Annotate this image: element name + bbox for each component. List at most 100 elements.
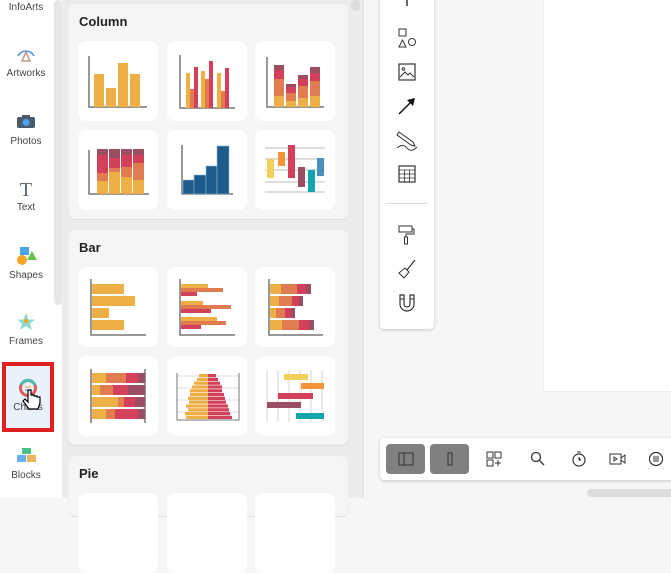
bar-gantt-template[interactable] bbox=[255, 356, 335, 436]
sidebar-item-label: Shapes bbox=[9, 270, 43, 281]
camera-icon bbox=[17, 115, 35, 128]
column-section: Column bbox=[69, 4, 348, 219]
bottom-toolbar bbox=[380, 438, 671, 480]
bar-population-pyramid-template[interactable] bbox=[167, 356, 247, 436]
pie-template[interactable] bbox=[78, 493, 158, 573]
search-button[interactable] bbox=[518, 444, 557, 474]
pyramid-bar bbox=[208, 400, 226, 404]
artworks-icon bbox=[17, 50, 35, 62]
section-title: Column bbox=[79, 14, 128, 29]
blocks-icon bbox=[17, 448, 36, 462]
sidebar-item-artworks[interactable]: Artworks bbox=[0, 44, 52, 79]
panel-divider bbox=[362, 0, 364, 498]
pyramid-bar bbox=[194, 381, 208, 385]
hand-cursor-icon bbox=[22, 389, 41, 410]
pyramid-bar bbox=[192, 385, 208, 389]
column-floating-template[interactable] bbox=[255, 130, 335, 210]
shapes-icon bbox=[17, 247, 37, 265]
sidebar-item-label: Frames bbox=[9, 336, 43, 347]
column-stacked-template[interactable] bbox=[255, 41, 335, 121]
pie-template[interactable] bbox=[255, 493, 335, 573]
image-tool-icon[interactable] bbox=[395, 60, 419, 84]
arrow-tool-icon[interactable] bbox=[395, 94, 419, 118]
magnet-icon[interactable] bbox=[395, 291, 419, 315]
panel-scrollbar[interactable] bbox=[351, 0, 360, 11]
add-grid-icon bbox=[486, 451, 501, 467]
pyramid-bar bbox=[208, 404, 228, 408]
sidebar-item-frames[interactable]: Frames bbox=[0, 312, 52, 347]
pyramid-bar bbox=[188, 396, 208, 400]
pyramid-bar bbox=[186, 404, 208, 408]
pyramid-bar bbox=[208, 393, 224, 397]
pyramid-bar bbox=[208, 396, 225, 400]
video-button[interactable] bbox=[598, 444, 637, 474]
pyramid-bar bbox=[208, 408, 229, 412]
sidebar-item-label: Artworks bbox=[6, 68, 46, 79]
shapes-tool-icon[interactable] bbox=[395, 27, 419, 51]
table-tool-icon[interactable] bbox=[395, 162, 419, 186]
sidebar-item-infoarts[interactable]: InfoArts bbox=[0, 2, 52, 13]
sidebar-left-icon bbox=[398, 452, 413, 466]
pyramid-bar bbox=[190, 389, 208, 393]
bar-stacked-100-template[interactable] bbox=[78, 356, 158, 436]
section-title: Pie bbox=[79, 466, 99, 481]
column-stacked-100-template[interactable] bbox=[78, 130, 158, 210]
sidebar-item-blocks[interactable]: Blocks bbox=[0, 446, 52, 481]
text-icon: T bbox=[20, 179, 32, 198]
search-icon bbox=[530, 451, 544, 466]
pyramid-bar bbox=[208, 389, 222, 393]
column-histogram-template[interactable] bbox=[167, 130, 247, 210]
timer-icon bbox=[571, 451, 586, 467]
timer-button[interactable] bbox=[559, 444, 598, 474]
sidebar-item-text[interactable]: T Text bbox=[0, 178, 52, 213]
bar-clustered-template[interactable] bbox=[167, 267, 247, 347]
toolbar-separator bbox=[386, 203, 428, 204]
bar-stacked-template[interactable] bbox=[255, 267, 335, 347]
left-sidebar: InfoArts Artworks Photos T Text Shapes F… bbox=[0, 0, 62, 498]
pyramid-bar bbox=[208, 374, 216, 378]
pyramid-bar bbox=[208, 385, 222, 389]
bar-section: Bar bbox=[69, 230, 348, 445]
column-basic-template[interactable] bbox=[78, 41, 158, 121]
pie-section: Pie bbox=[69, 456, 348, 573]
pyramid-bar bbox=[186, 415, 208, 419]
pie-template[interactable] bbox=[167, 493, 247, 573]
pyramid-bar bbox=[208, 415, 232, 419]
pyramid-bar bbox=[197, 377, 208, 381]
comment-icon bbox=[648, 451, 663, 467]
add-widget-button[interactable] bbox=[474, 444, 513, 474]
left-panel-toggle-button[interactable] bbox=[386, 444, 425, 474]
charts-panel: Column Bar Pie bbox=[62, 0, 362, 573]
sidebar-item-shapes[interactable]: Shapes bbox=[0, 246, 52, 281]
video-icon bbox=[609, 453, 625, 465]
pyramid-bar bbox=[190, 393, 208, 397]
vertical-toolbar bbox=[380, 0, 434, 329]
pyramid-bar bbox=[189, 400, 208, 404]
sidebar-item-label: Blocks bbox=[11, 470, 41, 481]
sidebar-item-photos[interactable]: Photos bbox=[0, 112, 52, 147]
pyramid-bar bbox=[208, 377, 218, 381]
pyramid-bar bbox=[208, 381, 220, 385]
bar-basic-template[interactable] bbox=[78, 267, 158, 347]
pyramid-bar bbox=[185, 412, 208, 416]
pyramid-bar bbox=[199, 374, 208, 378]
right-panel-toggle-button[interactable] bbox=[430, 444, 469, 474]
horizontal-scrollbar[interactable] bbox=[587, 489, 671, 497]
sidebar-item-label: Photos bbox=[10, 136, 42, 147]
pen-tool-icon[interactable] bbox=[395, 128, 419, 152]
brush-icon[interactable] bbox=[395, 257, 419, 281]
text-tool-icon[interactable] bbox=[395, 0, 419, 18]
sidebar-item-label: Text bbox=[16, 202, 36, 213]
panel-slim-icon bbox=[447, 452, 452, 466]
pyramid-bar bbox=[208, 412, 230, 416]
star-frame-icon bbox=[17, 313, 35, 330]
svg-text:T: T bbox=[20, 179, 32, 198]
sidebar-scrollbar[interactable] bbox=[54, 0, 62, 305]
column-clustered-template[interactable] bbox=[167, 41, 247, 121]
comments-button[interactable] bbox=[636, 444, 671, 474]
pyramid-bar bbox=[188, 408, 208, 412]
format-painter-icon[interactable] bbox=[395, 223, 419, 247]
canvas-page[interactable] bbox=[543, 0, 671, 392]
sidebar-item-label: InfoArts bbox=[8, 2, 44, 13]
section-title: Bar bbox=[79, 240, 101, 255]
